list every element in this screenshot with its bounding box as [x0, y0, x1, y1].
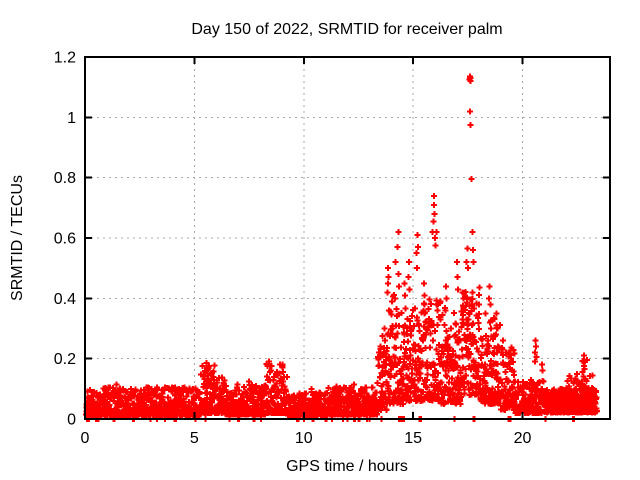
x-tick-label: 20	[514, 430, 532, 447]
y-tick-label: 1	[67, 110, 76, 127]
tick-labels: 0 5 10 15 20 0 0.2 0.4 0.6 0.8 1 1.2	[54, 50, 532, 448]
y-tick-label: 0.6	[54, 231, 76, 248]
y-tick-label: 0	[67, 412, 76, 429]
y-tick-label: 0.2	[54, 351, 76, 368]
y-tick-label: 1.2	[54, 50, 76, 67]
y-tick-label: 0.4	[54, 291, 76, 308]
x-tick-label: 10	[295, 430, 313, 447]
chart-title: Day 150 of 2022, SRMTID for receiver pal…	[191, 21, 502, 38]
x-tick-label: 0	[81, 430, 90, 447]
x-axis-label: GPS time / hours	[286, 458, 408, 475]
x-tick-label: 5	[190, 430, 199, 447]
y-axis-label: SRMTID / TECUs	[9, 175, 26, 301]
plot-border	[84, 56, 611, 420]
x-tick-label: 15	[404, 430, 422, 447]
y-tick-label: 0.8	[54, 170, 76, 187]
